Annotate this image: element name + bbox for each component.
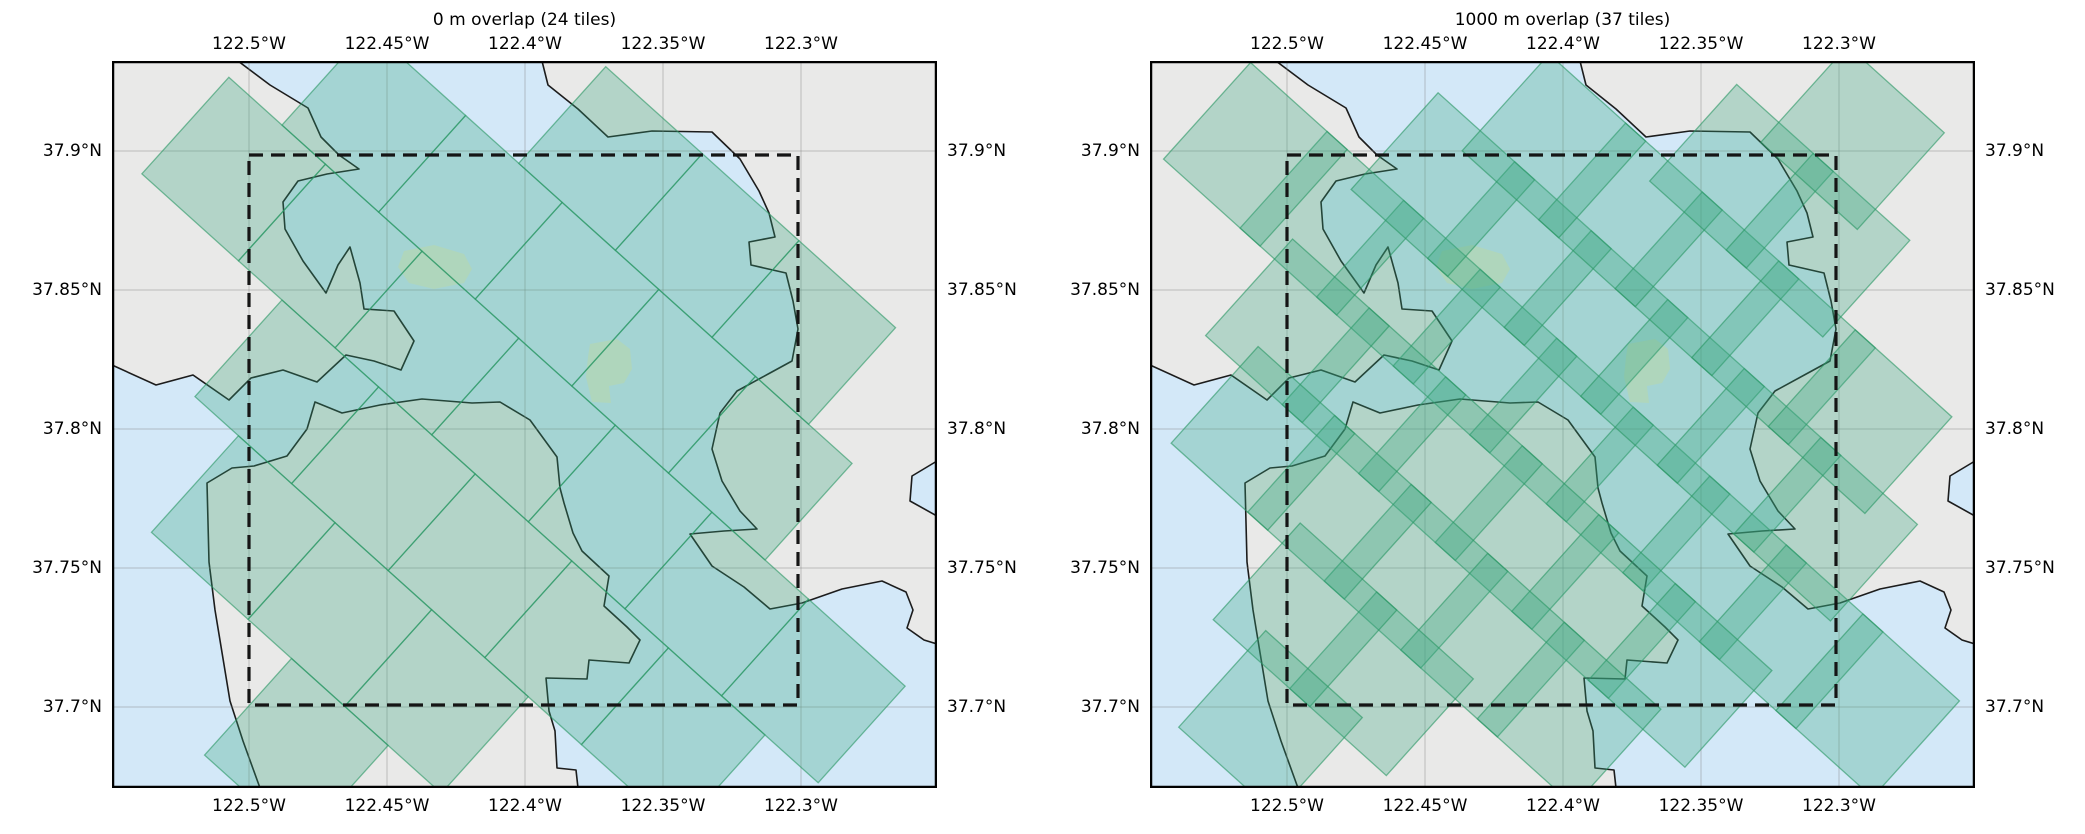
lat-tick-label-right: 37.9°N (1985, 141, 2045, 161)
tile-layer (140, 61, 907, 788)
lon-tick-label-bottom: 122.5°W (212, 796, 286, 816)
tile (1170, 345, 1356, 532)
lon-tick-label-bottom: 122.45°W (344, 796, 430, 816)
tile (1759, 61, 1946, 231)
tile (1656, 367, 1842, 553)
tile (1690, 260, 1877, 446)
aoi-boundary (1285, 153, 1838, 707)
tile (150, 434, 336, 621)
lat-tick-label-right: 37.75°N (1985, 558, 2055, 578)
tile (140, 76, 327, 262)
angel-island (398, 245, 472, 289)
lon-tick-label-top: 122.4°W (488, 34, 562, 54)
east-bay (1579, 61, 1975, 645)
tile (1461, 61, 1647, 239)
lon-tick-label-bottom: 122.3°W (1802, 796, 1876, 816)
tile (1204, 238, 1391, 424)
lat-tick-label-left: 37.7°N (42, 697, 102, 717)
lat-tick-label-left: 37.9°N (1080, 141, 1140, 161)
lat-tick-label-right: 37.85°N (1985, 280, 2055, 300)
lat-tick-label-left: 37.85°N (1070, 280, 1140, 300)
treasure-island (1624, 339, 1670, 403)
tile (1732, 436, 1919, 622)
lon-tick-label-top: 122.35°W (620, 34, 706, 54)
lat-tick-label-right: 37.9°N (947, 141, 1007, 161)
marin-peninsula (112, 61, 415, 401)
lon-tick-label-bottom: 122.5°W (1250, 796, 1324, 816)
lat-tick-label-left: 37.75°N (32, 558, 102, 578)
tile (1725, 152, 1911, 338)
lon-tick-label-top: 122.5°W (1250, 34, 1324, 54)
angel-island (1436, 245, 1510, 289)
san-francisco-peninsula (206, 398, 641, 788)
tile-layer (1162, 61, 1961, 788)
lon-tick-label-top: 122.4°W (1526, 34, 1600, 54)
tile (1579, 298, 1766, 485)
tile (1510, 513, 1697, 700)
lat-tick-label-left: 37.7°N (1080, 697, 1140, 717)
tile (1621, 475, 1808, 661)
tile (281, 61, 467, 213)
lat-tick-label-left: 37.9°N (42, 141, 102, 161)
tile (1587, 582, 1773, 769)
lon-tick-label-bottom: 122.4°W (1526, 796, 1600, 816)
tile (1212, 522, 1398, 708)
lat-tick-label-left: 37.8°N (42, 419, 102, 439)
tile (1399, 552, 1586, 738)
aoi-boundary (247, 153, 800, 707)
lon-tick-label-top: 122.45°W (1382, 34, 1468, 54)
tile (580, 647, 766, 788)
lon-tick-label-top: 122.35°W (1658, 34, 1744, 54)
lon-tick-label-top: 122.3°W (1802, 34, 1876, 54)
tile (1177, 629, 1364, 788)
tile (1648, 83, 1835, 269)
tile (517, 65, 704, 252)
san-francisco-peninsula (1244, 398, 1679, 788)
map-panel-left (112, 61, 937, 788)
tile (711, 239, 897, 426)
lon-tick-label-bottom: 122.35°W (620, 796, 706, 816)
treasure-island (586, 339, 632, 403)
panel-border (112, 61, 937, 788)
lat-tick-label-left: 37.75°N (1070, 558, 1140, 578)
lat-tick-label-left: 37.8°N (1080, 419, 1140, 439)
tile (1545, 406, 1731, 592)
lon-tick-label-bottom: 122.35°W (1658, 796, 1744, 816)
lon-tick-label-bottom: 122.4°W (488, 796, 562, 816)
lat-tick-label-right: 37.85°N (947, 280, 1017, 300)
panel-border (1150, 61, 1975, 788)
lon-tick-label-bottom: 122.45°W (1382, 796, 1468, 816)
lon-tick-label-top: 122.3°W (764, 34, 838, 54)
lon-tick-label-top: 122.45°W (344, 34, 430, 54)
lat-tick-label-right: 37.75°N (947, 558, 1017, 578)
lon-tick-label-top: 122.5°W (212, 34, 286, 54)
lat-tick-label-right: 37.8°N (1985, 419, 2045, 439)
map-panel-right (1150, 61, 1975, 788)
tile (203, 657, 390, 788)
tile (1698, 544, 1884, 730)
panel-title: 0 m overlap (24 tiles) (432, 10, 617, 30)
tile (1767, 328, 1953, 515)
east-bay (541, 61, 937, 645)
lat-tick-label-right: 37.8°N (947, 419, 1007, 439)
lat-tick-label-left: 37.85°N (32, 280, 102, 300)
lat-tick-label-right: 37.7°N (947, 697, 1007, 717)
tile (1350, 91, 1536, 278)
lon-tick-label-bottom: 122.3°W (764, 796, 838, 816)
tile (1774, 612, 1961, 788)
panel-title: 1000 m overlap (37 tiles) (1454, 10, 1671, 30)
lat-tick-label-right: 37.7°N (1985, 697, 2045, 717)
